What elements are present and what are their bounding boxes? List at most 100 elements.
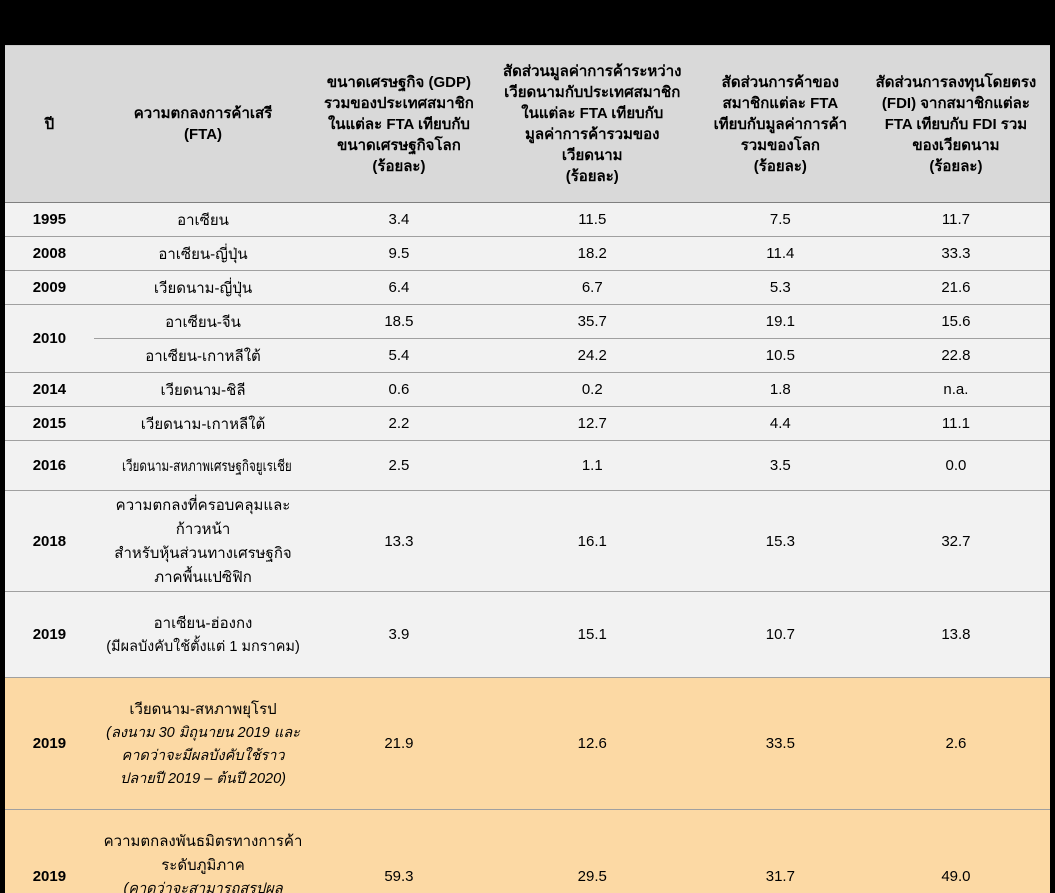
year-cell: 2009 <box>5 270 94 305</box>
table-row-2008: 2008 อาเซียน-ญี่ปุ่น 9.5 18.2 11.4 33.3 <box>5 236 1050 271</box>
fta-table: ปี ความตกลงการค้าเสรี (FTA) ขนาดเศรษฐกิจ… <box>5 46 1050 893</box>
fta-name: อาเซียน-จีน <box>165 313 241 331</box>
fta-table-container: ปี ความตกลงการค้าเสรี (FTA) ขนาดเศรษฐกิจ… <box>5 45 1050 893</box>
fdi-share-cell: 21.6 <box>861 270 1050 305</box>
trade-world-share-cell: 15.3 <box>698 490 862 592</box>
fta-name: อาเซียน-เกาหลีใต้ <box>145 347 261 365</box>
fta-name-cell: อาเซียน-เกาหลีใต้ <box>93 338 313 373</box>
fta-name-cell: เวียดนาม-สหภาพยุโรป (ลงนาม 30 มิถุนายน 2… <box>93 677 313 810</box>
fdi-share-cell: 2.6 <box>861 677 1050 810</box>
gdp-share-cell: 2.5 <box>312 440 486 491</box>
fta-name-cell: ความตกลงพันธมิตรทางการค้า ระดับภูมิภาค (… <box>93 809 313 893</box>
fta-name: เวียดนาม-ญี่ปุ่น <box>153 279 253 297</box>
trade-world-share-cell: 7.5 <box>769 211 791 228</box>
fta-name: ความตกลงที่ครอบคลุมและก้าวหน้า สำหรับหุ้… <box>114 497 292 586</box>
column-header-trade-world-share: สัดส่วนการค้าของ สมาชิกแต่ละ FTA เทียบกั… <box>698 46 862 203</box>
trade-world-share-cell: 3.5 <box>698 440 862 491</box>
year-cell: 2019 <box>5 809 94 893</box>
year-cell: 2018 <box>5 490 94 592</box>
fta-name-cell: เวียดนาม-สหภาพเศรษฐกิจยูเรเชีย <box>93 440 313 491</box>
trade-vn-share-cell: 12.7 <box>485 406 699 441</box>
trade-vn-share-cell: 16.1 <box>485 490 699 592</box>
gdp-share-cell: 3.9 <box>312 591 486 678</box>
trade-vn-share-cell: 35.7 <box>485 304 699 339</box>
trade-vn-share-cell: 1.1 <box>485 440 699 491</box>
fdi-share-cell: 13.8 <box>861 591 1050 678</box>
fta-name-cell: เวียดนาม-ชิลี <box>93 372 313 407</box>
table-row-2009: 2009 เวียดนาม-ญี่ปุ่น 6.4 6.7 5.3 21.6 <box>5 270 1050 305</box>
table-row-2018: 2018 ความตกลงที่ครอบคลุมและก้าวหน้า สำหร… <box>5 490 1050 592</box>
trade-world-share-cell: 31.7 <box>698 809 862 893</box>
fdi-share-cell: 32.7 <box>861 490 1050 592</box>
table-row-2019-vietnam-eu: 2019 เวียดนาม-สหภาพยุโรป (ลงนาม 30 มิถุน… <box>5 677 1050 810</box>
table-row-2010-asean-korea: อาเซียน-เกาหลีใต้ 5.4 24.2 10.5 22.8 <box>5 338 1050 373</box>
top-black-bar <box>0 0 1055 45</box>
gdp-share-cell: 21.9 <box>312 677 486 810</box>
year-cell: 2015 <box>5 406 94 441</box>
fdi-share-cell: 11.1 <box>861 406 1050 441</box>
gdp-share-cell: 2.2 <box>312 406 486 441</box>
fdi-share-cell: 49.0 <box>861 809 1050 893</box>
fta-name-cell: เวียดนาม-เกาหลีใต้ <box>93 406 313 441</box>
table-row-2015: 2015 เวียดนาม-เกาหลีใต้ 2.2 12.7 4.4 11.… <box>5 406 1050 441</box>
gdp-share-cell: 13.3 <box>312 490 486 592</box>
trade-world-share-cell: 33.5 <box>698 677 862 810</box>
fdi-share-cell: n.a. <box>861 372 1050 407</box>
fdi-share-cell: 0.0 <box>861 440 1050 491</box>
fta-note: (คาดว่าจะสามารถสรุปผล การเจรจาได้ภายในปี… <box>123 881 283 893</box>
trade-vn-share-cell: 18.2 <box>485 236 699 271</box>
trade-world-share-cell: 4.4 <box>698 406 862 441</box>
year-cell: 2016 <box>5 440 94 491</box>
table-row-2019-rcep: 2019 ความตกลงพันธมิตรทางการค้า ระดับภูมิ… <box>5 809 1050 893</box>
fta-name: อาเซียน-ฮ่องกง <box>153 615 253 632</box>
fta-note: (ลงนาม 30 มิถุนายน 2019 และ คาดว่าจะมีผล… <box>106 725 300 787</box>
column-header-fdi-share: สัดส่วนการลงทุนโดยตรง (FDI) จากสมาชิกแต่… <box>861 46 1050 203</box>
trade-vn-share-cell: 12.6 <box>485 677 699 810</box>
year-cell: 2014 <box>5 372 94 407</box>
trade-vn-share-cell: 6.7 <box>485 270 699 305</box>
fta-name-cell: อาเซียน-จีน <box>93 304 313 339</box>
fta-name: ความตกลงพันธมิตรทางการค้า ระดับภูมิภาค <box>103 833 303 874</box>
gdp-share-cell: 0.6 <box>312 372 486 407</box>
trade-world-share-cell: 10.5 <box>698 338 862 373</box>
fta-name-cell: ความตกลงที่ครอบคลุมและก้าวหน้า สำหรับหุ้… <box>93 490 313 592</box>
fdi-share-cell: 33.3 <box>861 236 1050 271</box>
fta-name: เวียดนาม-เกาหลีใต้ <box>140 415 266 433</box>
trade-vn-share-cell: 11.5 <box>578 211 607 228</box>
table-row-1995: 1995 อาเซียน 3.4 11.5 7.5 11.7 <box>5 203 1050 237</box>
table-body: 1995 อาเซียน 3.4 11.5 7.5 11.7 2008 อาเซ… <box>5 203 1050 893</box>
fta-name-cell: อาเซียน-ฮ่องกง (มีผลบังคับใช้ตั้งแต่ 1 ม… <box>93 591 313 678</box>
column-header-year: ปี <box>5 46 94 203</box>
trade-vn-share-cell: 15.1 <box>485 591 699 678</box>
trade-world-share-cell: 19.1 <box>698 304 862 339</box>
table-row-2010-asean-china: 2010 อาเซียน-จีน 18.5 35.7 19.1 15.6 <box>5 304 1050 373</box>
trade-world-share-cell: 11.4 <box>698 236 862 271</box>
fta-name: อาเซียน-ญี่ปุ่น <box>158 245 248 263</box>
gdp-share-cell: 18.5 <box>312 304 486 339</box>
trade-world-share-cell: 1.8 <box>698 372 862 407</box>
fta-name: เวียดนาม-สหภาพยุโรป <box>129 701 277 718</box>
year-cell: 2019 <box>5 677 94 810</box>
column-header-gdp-share: ขนาดเศรษฐกิจ (GDP) รวมของประเทศสมาชิก ใน… <box>312 46 486 203</box>
trade-world-share-cell: 5.3 <box>698 270 862 305</box>
gdp-share-cell: 9.5 <box>312 236 486 271</box>
trade-vn-share-cell: 29.5 <box>485 809 699 893</box>
table-row-2014: 2014 เวียดนาม-ชิลี 0.6 0.2 1.8 n.a. <box>5 372 1050 407</box>
year-cell: 2019 <box>5 591 94 678</box>
column-header-trade-vn-share: สัดส่วนมูลค่าการค้าระหว่าง เวียดนามกับปร… <box>485 46 699 203</box>
fta-name-cell: อาเซียน <box>94 203 312 237</box>
fta-note: (มีผลบังคับใช้ตั้งแต่ 1 มกราคม) <box>106 639 300 655</box>
fdi-share-cell: 22.8 <box>861 338 1050 373</box>
fdi-share-cell: 11.7 <box>941 211 970 228</box>
table-row-2016: 2016 เวียดนาม-สหภาพเศรษฐกิจยูเรเชีย 2.5 … <box>5 440 1050 491</box>
fta-name: อาเซียน <box>177 211 229 229</box>
header-row: ปี ความตกลงการค้าเสรี (FTA) ขนาดเศรษฐกิจ… <box>5 46 1050 203</box>
gdp-share-cell: 6.4 <box>312 270 486 305</box>
year-cell: 2008 <box>5 236 94 271</box>
gdp-share-cell: 3.4 <box>388 211 410 228</box>
trade-vn-share-cell: 0.2 <box>485 372 699 407</box>
gdp-share-cell: 59.3 <box>312 809 486 893</box>
fta-name: เวียดนาม-สหภาพเศรษฐกิจยูเรเชีย <box>121 457 292 475</box>
year-cell: 1995 <box>32 211 67 228</box>
